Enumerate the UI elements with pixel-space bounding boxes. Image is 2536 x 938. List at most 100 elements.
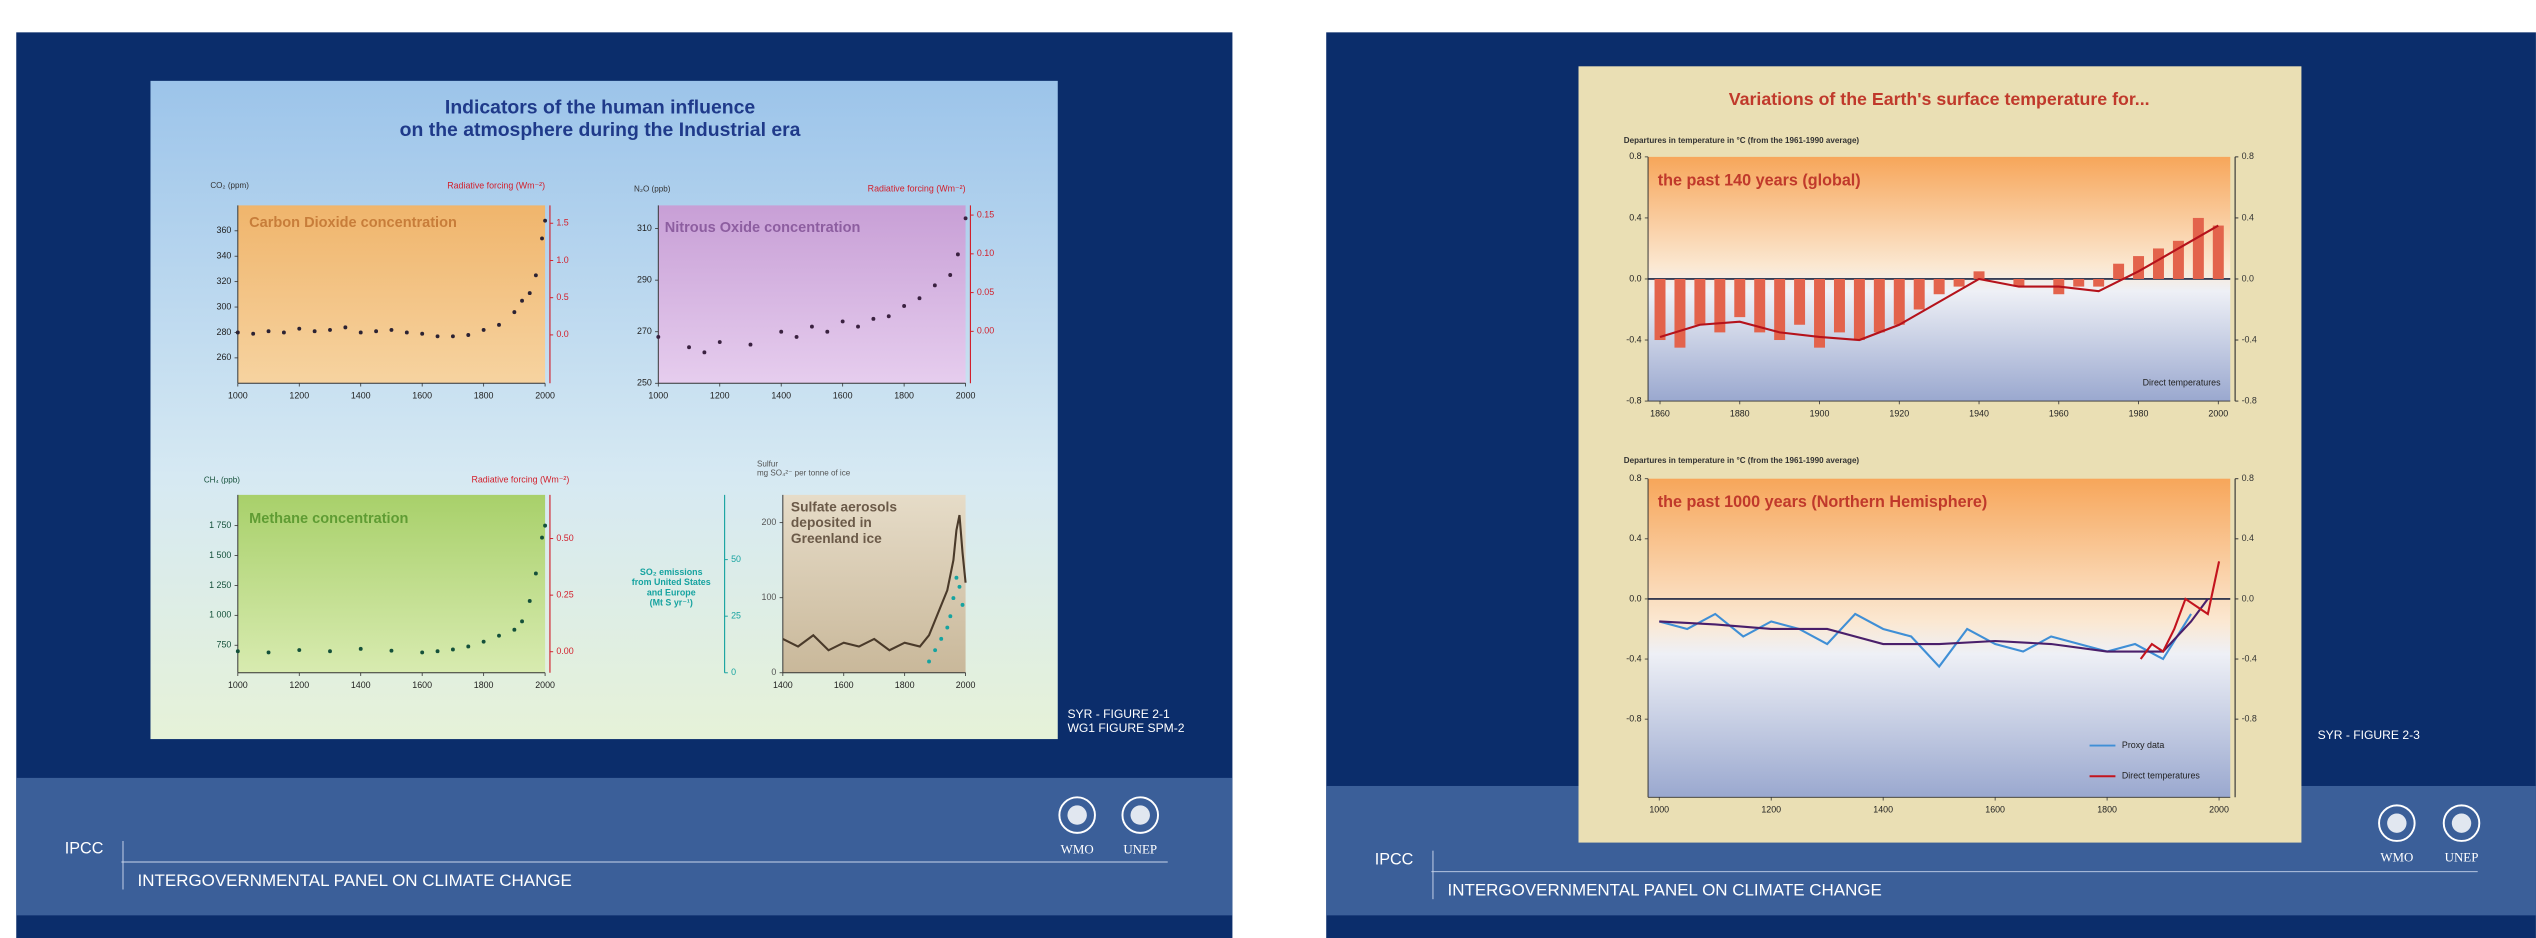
x-tick-label: 1960 (2049, 408, 2069, 418)
y-tick-label: 0.8 (1629, 151, 1641, 161)
data-point (543, 219, 547, 223)
panel-title: the past 1000 years (Northern Hemisphere… (1658, 493, 1988, 511)
data-point (939, 637, 943, 641)
y-tick-label: -0.4 (1626, 653, 1641, 663)
data-point (795, 335, 799, 339)
y2-tick-label: 50 (731, 554, 741, 564)
y2-tick-label: 0.8 (2242, 151, 2254, 161)
y-tick-label: 100 (762, 592, 777, 602)
legend-label: Direct temperatures (2122, 771, 2200, 781)
y2-tick-label: -0.8 (2242, 395, 2257, 405)
footer-org: IPCC (65, 839, 104, 857)
bar (1854, 279, 1865, 340)
data-point (359, 647, 363, 651)
data-point (282, 331, 286, 335)
x-tick-label: 1200 (710, 391, 730, 401)
x-tick-label: 1600 (834, 680, 854, 690)
data-point (825, 330, 829, 334)
y-tick-label: 0.8 (1629, 473, 1641, 483)
data-point (359, 331, 363, 335)
y-tick-label: 1 000 (209, 610, 231, 620)
y2-tick-label: -0.8 (2242, 713, 2257, 723)
y2-tick-label: 0.0 (2242, 273, 2254, 283)
footer-name: INTERGOVERNMENTAL PANEL ON CLIMATE CHANG… (1448, 881, 1882, 900)
y2-tick-label: -0.4 (2242, 653, 2257, 663)
data-point (451, 334, 455, 338)
figure-title: Indicators of the human influence (445, 96, 755, 118)
data-point (543, 524, 547, 528)
x-tick-label: 1000 (228, 680, 248, 690)
bar (1934, 279, 1945, 294)
footer-name: INTERGOVERNMENTAL PANEL ON CLIMATE CHANG… (138, 871, 572, 890)
data-point (810, 325, 814, 329)
y-tick-label: 280 (217, 327, 232, 337)
y-tick-label: 0.4 (1629, 212, 1641, 222)
y2-tick-label: 0.00 (556, 646, 573, 656)
y-tick-label: 1 500 (209, 550, 231, 560)
y-axis-label: Sulfur (757, 459, 778, 468)
plot-background (238, 205, 545, 383)
data-point (961, 603, 965, 607)
figure-caption: SYR - FIGURE 2-1 (1067, 707, 1170, 721)
y-tick-label: 0.4 (1629, 533, 1641, 543)
x-tick-label: 1600 (412, 680, 432, 690)
y2-axis-label: SO₂ emissions (640, 567, 703, 577)
bar (2093, 279, 2104, 287)
footer-org: IPCC (1375, 851, 1414, 869)
x-tick-label: 2000 (956, 680, 976, 690)
y-axis-label: CO₂ (ppm) (210, 181, 249, 190)
y2-axis-label: Radiative forcing (Wm⁻²) (447, 180, 545, 190)
data-point (534, 273, 538, 277)
data-point (933, 648, 937, 652)
data-point (528, 599, 532, 603)
bar (2153, 248, 2164, 279)
data-point (841, 319, 845, 323)
y-tick-label: 0 (771, 667, 776, 677)
x-tick-label: 1000 (648, 391, 668, 401)
data-point (497, 634, 501, 638)
x-tick-label: 1400 (1873, 805, 1893, 815)
panel-title: Sulfate aerosols (791, 499, 897, 514)
data-point (927, 660, 931, 664)
y2-tick-label: 0.4 (2242, 533, 2254, 543)
x-tick-label: 1800 (2097, 805, 2117, 815)
y2-tick-label: 0.15 (977, 209, 994, 219)
data-point (779, 330, 783, 334)
x-tick-label: 1400 (351, 391, 371, 401)
x-tick-label: 1800 (474, 680, 494, 690)
panel-title: Methane concentration (249, 511, 408, 527)
logo-label: WMO (1061, 842, 1094, 857)
data-point (267, 329, 271, 333)
logo-label: UNEP (1123, 842, 1157, 857)
x-tick-label: 1000 (1649, 805, 1669, 815)
bar (1874, 279, 1885, 332)
y-axis-label: CH₄ (ppb) (204, 475, 240, 484)
data-point (540, 236, 544, 240)
data-point (374, 329, 378, 333)
logo-emblem (2387, 813, 2406, 832)
figure-title: on the atmosphere during the Industrial … (400, 119, 801, 141)
bar (1914, 279, 1925, 310)
x-tick-label: 1800 (894, 391, 914, 401)
data-point (390, 328, 394, 332)
data-point (918, 296, 922, 300)
y2-axis-label: and Europe (647, 587, 696, 597)
figure-title: Variations of the Earth's surface temper… (1729, 89, 2150, 109)
y-axis-label: N₂O (ppb) (634, 184, 671, 193)
data-point (958, 585, 962, 589)
x-tick-label: 1600 (1985, 805, 2005, 815)
y-axis-label: Departures in temperature in °C (from th… (1624, 136, 1860, 145)
data-point (251, 332, 255, 336)
annotation: Direct temperatures (2143, 378, 2221, 388)
y2-tick-label: 0.00 (977, 326, 994, 336)
y-tick-label: 750 (217, 640, 232, 650)
y2-tick-label: 0.0 (2242, 593, 2254, 603)
screen: Indicators of the human influenceon the … (0, 0, 2536, 938)
bar (1754, 279, 1765, 332)
data-point (436, 334, 440, 338)
bar (2133, 256, 2144, 279)
y2-tick-label: 0.25 (556, 589, 573, 599)
data-point (482, 640, 486, 644)
x-tick-label: 2000 (2208, 408, 2228, 418)
y2-tick-label: -0.4 (2242, 334, 2257, 344)
